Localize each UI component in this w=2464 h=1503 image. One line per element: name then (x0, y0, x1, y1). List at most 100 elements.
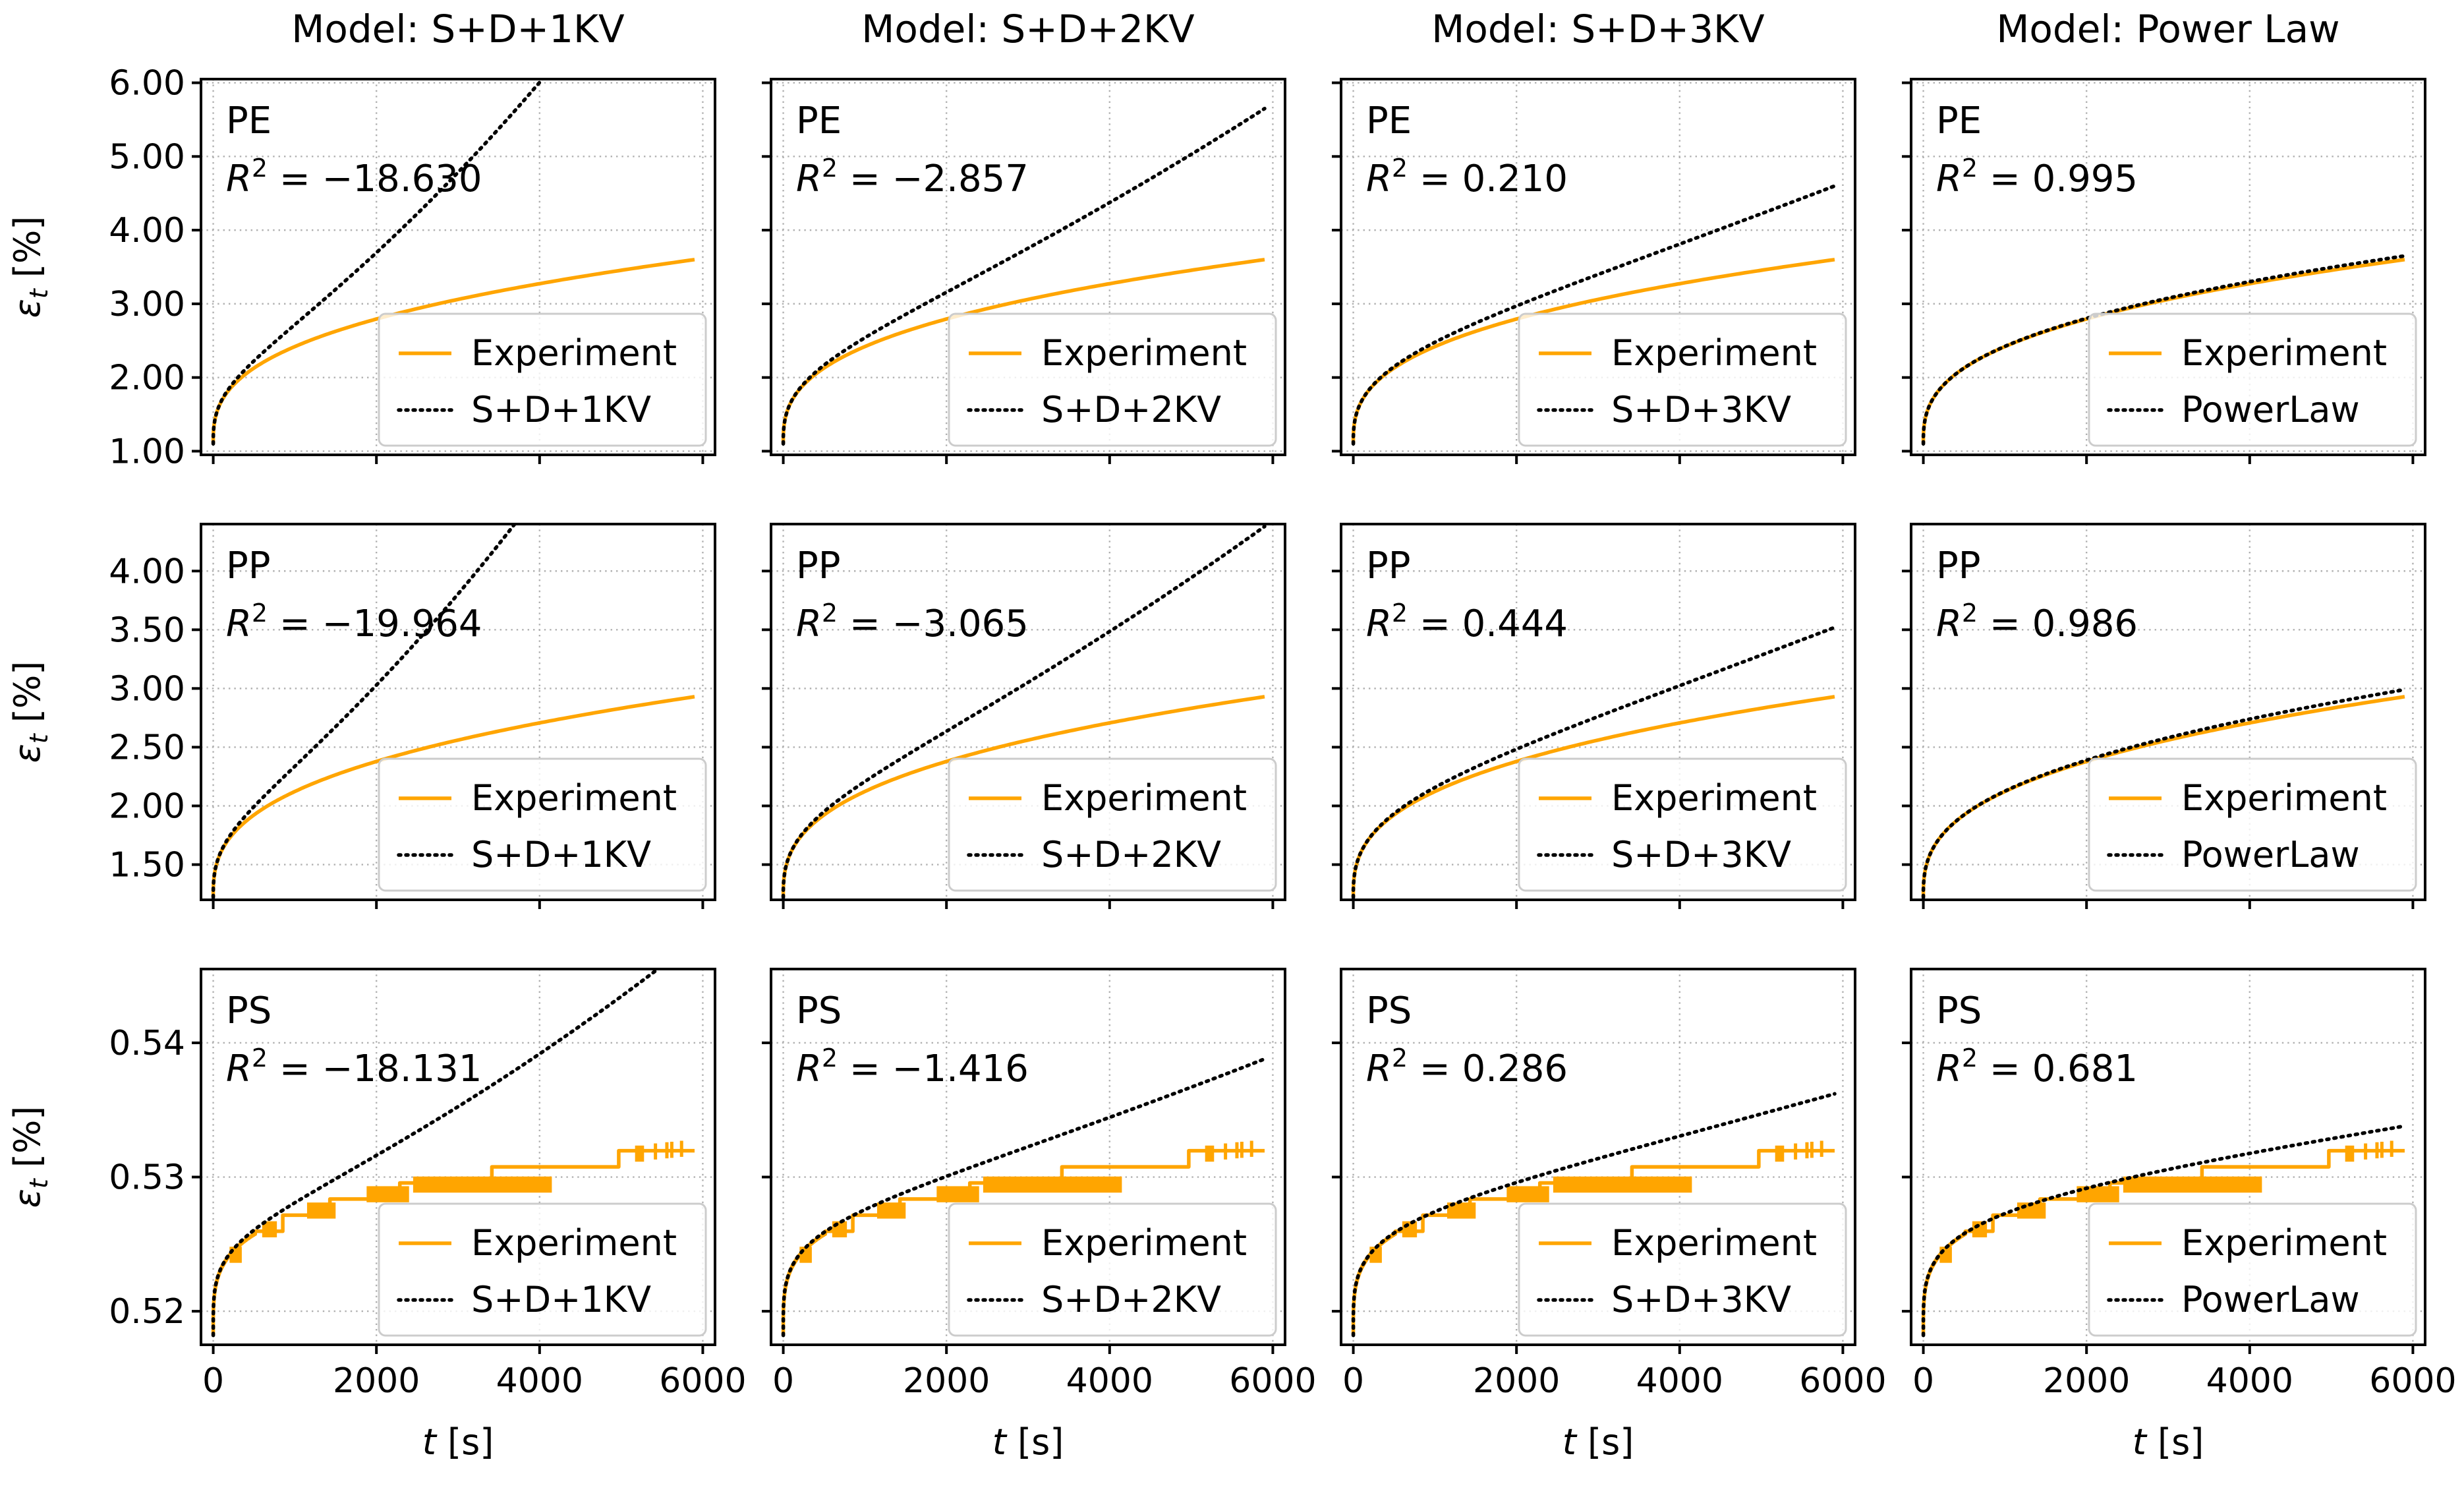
legend-model-label: S+D+1KV (471, 834, 651, 875)
panel-frame (1910, 523, 2426, 901)
legend-experiment-label: Experiment (471, 1222, 677, 1264)
y-tick-label: 2.50 (109, 728, 185, 767)
legend-model-label: PowerLaw (2181, 1279, 2360, 1320)
experiment-noise-block (262, 1221, 277, 1238)
x-tick-label: 4000 (496, 1361, 583, 1401)
legend-box (948, 1202, 1277, 1337)
legend-box (1518, 312, 1847, 447)
model-line (211, 524, 517, 900)
legend-box (378, 757, 707, 892)
panel-curves (781, 106, 1267, 446)
x-axis-label: t [s] (992, 1421, 1064, 1463)
experiment-noise-block (876, 1202, 906, 1219)
legend-model-label: S+D+2KV (1041, 1279, 1221, 1320)
x-tick-label: 2000 (333, 1361, 420, 1401)
column-title: Model: Power Law (1996, 7, 2339, 51)
legend-model-label: S+D+3KV (1611, 389, 1791, 430)
y-tick-label: 1.50 (109, 846, 185, 885)
panel-frame (1340, 968, 1856, 1346)
experiment-noise-block (1205, 1145, 1215, 1162)
panel-curves (1351, 184, 1837, 446)
legend-box (378, 1202, 707, 1337)
legend-model-label: S+D+1KV (471, 1279, 651, 1320)
x-tick-label: 0 (1912, 1361, 1934, 1401)
panel-curves (1351, 626, 1837, 900)
experiment-noise-block (2123, 1176, 2262, 1193)
experiment-noise-block (306, 1202, 336, 1219)
x-tick-label: 2000 (1473, 1361, 1560, 1401)
legend-model-label: PowerLaw (2181, 389, 2360, 430)
y-tick-label: 4.00 (109, 211, 185, 250)
panel-frame (200, 523, 716, 901)
experiment-noise-block (1369, 1247, 1382, 1263)
panel-pe-4: Model: Power Law PE R2 = 0.995 Experiment Po… (1902, 7, 2426, 464)
y-axis-label: εt [%] (7, 661, 53, 763)
experiment-noise-block (1939, 1247, 1952, 1263)
y-tick-label: 0.53 (109, 1158, 185, 1198)
model-line (1921, 1124, 2407, 1338)
r2-label: R2 = −19.964 (226, 599, 482, 645)
panel-frame (1910, 78, 2426, 456)
x-tick-label: 4000 (1066, 1361, 1153, 1401)
panel-pe-1: 1.00 2.00 3.00 4.00 5.00 6.00 εt [%] Model: S+D… (7, 7, 716, 471)
legend-experiment-label: Experiment (1611, 777, 1817, 819)
panel-pe-3: Model: S+D+3KV PE R2 = 0.210 Experiment S+D+… (1332, 7, 1856, 464)
legend-box (2088, 312, 2417, 447)
material-label: PP (796, 545, 841, 587)
panel-pp-3: PP R2 = 0.444 Experiment S+D+3KV (1332, 523, 1856, 909)
experiment-noise-block (936, 1186, 979, 1202)
r2-label: R2 = −3.065 (796, 599, 1029, 645)
x-axis-label: t [s] (2133, 1421, 2204, 1463)
material-label: PE (796, 100, 842, 142)
panel-curves (1921, 254, 2407, 446)
legend-model-label: S+D+1KV (471, 389, 651, 430)
model-line (211, 79, 545, 446)
x-axis-label: t [s] (422, 1421, 494, 1463)
x-tick-label: 6000 (659, 1361, 746, 1401)
r2-label: R2 = 0.444 (1366, 599, 1568, 645)
legend-box (378, 312, 707, 447)
material-label: PP (226, 545, 271, 587)
y-tick-label: 3.50 (109, 610, 185, 650)
x-tick-label: 0 (772, 1361, 794, 1401)
experiment-noise-block (2345, 1145, 2355, 1162)
material-label: PS (226, 989, 272, 1032)
panel-frame (1910, 968, 2426, 1346)
y-tick-label: 2.00 (109, 787, 185, 827)
experiment-noise-block (366, 1186, 409, 1202)
model-line (781, 106, 1267, 446)
column-title: Model: S+D+1KV (291, 7, 625, 51)
material-label: PE (1936, 100, 1982, 142)
legend-model-label: S+D+2KV (1041, 834, 1221, 875)
experiment-noise-block (413, 1176, 552, 1193)
r2-label: R2 = 0.986 (1936, 599, 2138, 645)
legend-experiment-label: Experiment (2181, 777, 2387, 819)
y-axis-label: εt [%] (7, 216, 53, 318)
panel-curves (211, 969, 695, 1338)
model-line (1351, 1092, 1837, 1338)
legend-experiment-label: Experiment (2181, 332, 2387, 374)
y-tick-label: 3.00 (109, 285, 185, 324)
experiment-noise-block (1506, 1186, 1549, 1202)
y-axis-label: εt [%] (7, 1106, 53, 1208)
panel-curves (1351, 1092, 1837, 1338)
panel-curves (211, 79, 695, 446)
r2-label: R2 = 0.681 (1936, 1044, 2138, 1090)
x-tick-label: 0 (202, 1361, 224, 1401)
column-title: Model: S+D+2KV (861, 7, 1195, 51)
legend-box (1518, 757, 1847, 892)
y-tick-label: 5.00 (109, 137, 185, 177)
experiment-noise-block (635, 1145, 645, 1162)
material-label: PE (226, 100, 272, 142)
panel-curves (1921, 688, 2407, 900)
legend-experiment-label: Experiment (471, 777, 677, 819)
model-line (1921, 688, 2407, 900)
legend-model-label: S+D+3KV (1611, 1279, 1791, 1320)
r2-label: R2 = −18.630 (226, 154, 482, 200)
y-tick-label: 1.00 (109, 432, 185, 471)
r2-label: R2 = 0.995 (1936, 154, 2138, 200)
model-line (781, 1057, 1267, 1338)
legend-experiment-label: Experiment (1611, 332, 1817, 374)
panel-frame (200, 968, 716, 1346)
